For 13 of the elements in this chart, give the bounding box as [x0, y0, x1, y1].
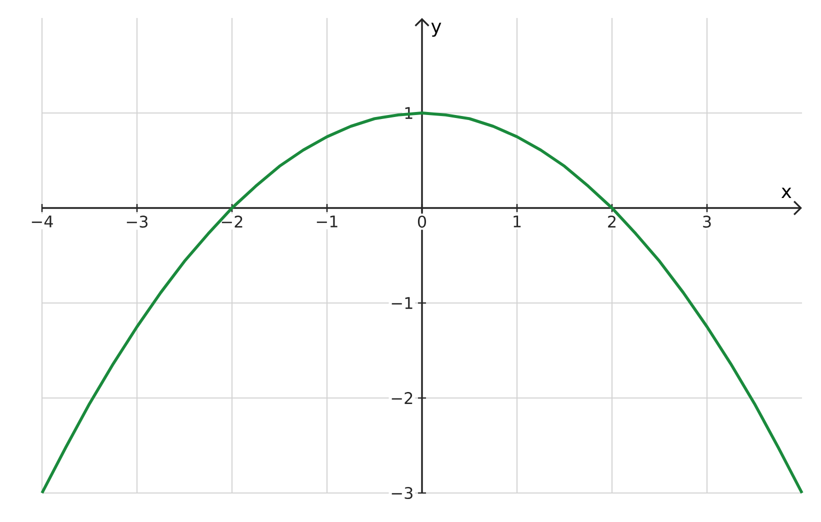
x-tick-label: 0 — [418, 216, 426, 228]
x-tick-label: 3 — [703, 216, 711, 228]
y-tick-label: −1 — [392, 297, 412, 309]
x-tick-label: 1 — [514, 216, 521, 228]
x-tick-label: −2 — [222, 216, 242, 228]
x-tick-label: −3 — [126, 216, 148, 228]
x-tick-label: −1 — [316, 216, 338, 228]
x-axis-title: x — [781, 188, 792, 198]
y-tick-label: −2 — [392, 392, 412, 404]
y-axis-title: y — [431, 22, 442, 37]
x-tick-label: −4 — [32, 216, 53, 228]
y-tick-label: −3 — [392, 486, 412, 500]
x-tick-label: 2 — [608, 216, 616, 228]
